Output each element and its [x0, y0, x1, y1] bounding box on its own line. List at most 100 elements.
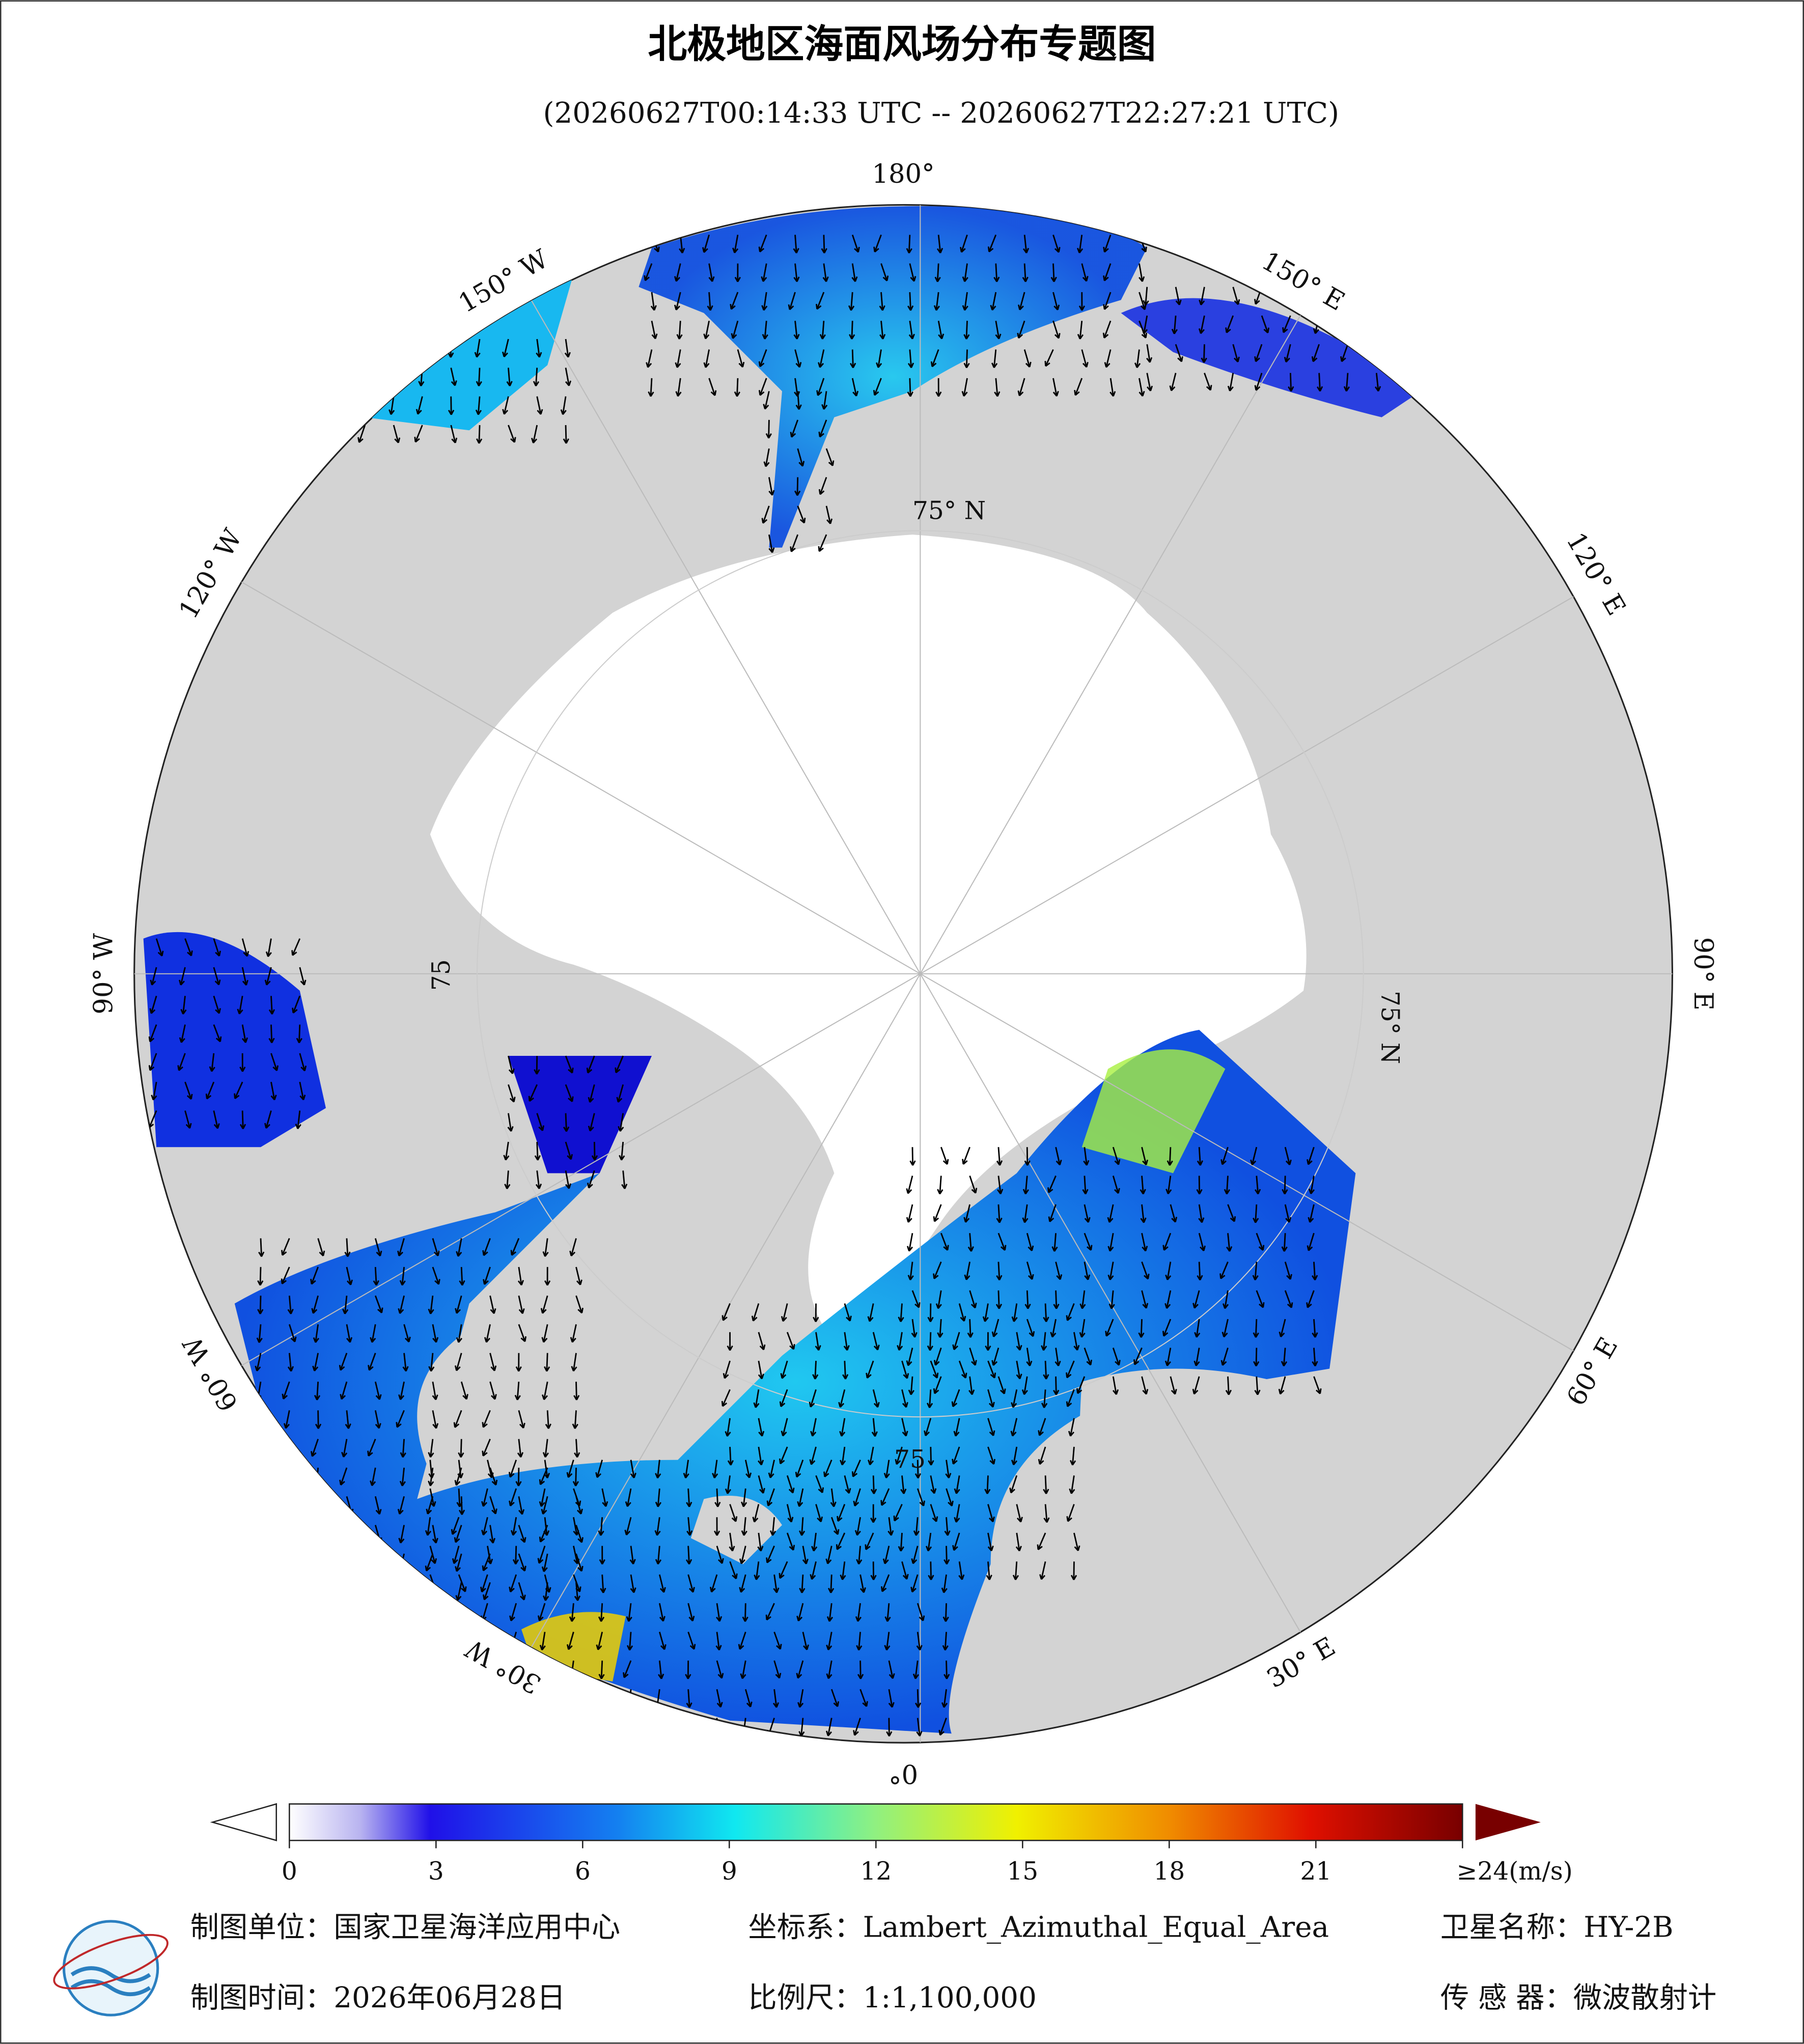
wind-arrow: [541, 1381, 548, 1401]
wind-arrow: [655, 1460, 661, 1479]
wind-arrow: [455, 1295, 462, 1314]
wind-arrow: [951, 1389, 960, 1408]
wind-arrow: [884, 1632, 891, 1650]
wind-arrow: [393, 425, 401, 443]
wind-arrow: [1016, 1332, 1022, 1351]
wind-arrow: [958, 1360, 967, 1379]
wind-arrow: [916, 1718, 923, 1737]
wind-arrow: [954, 1504, 960, 1523]
wind-arrow: [268, 1024, 275, 1044]
wind-arrow: [288, 1324, 297, 1342]
wind-arrow: [1054, 1348, 1061, 1366]
wind-arrow: [938, 1718, 947, 1736]
wind-arrow: [451, 1517, 460, 1535]
wind-arrow: [1017, 378, 1025, 397]
wind-arrow: [1103, 263, 1112, 282]
wind-arrow: [1199, 287, 1205, 305]
wind-arrow: [930, 1504, 938, 1522]
wind-arrow: [586, 1055, 595, 1074]
wind-arrow: [821, 235, 827, 254]
lon-label: 90° E: [1688, 937, 1718, 1011]
wind-arrow: [758, 378, 767, 396]
wind-arrow: [715, 1632, 722, 1650]
wind-arrow: [658, 1574, 666, 1593]
wind-arrow: [205, 1081, 215, 1100]
wind-arrow: [772, 1689, 780, 1708]
wind-arrow: [399, 1267, 406, 1286]
wind-arrow: [940, 1233, 949, 1251]
wind-arrow: [398, 1295, 405, 1314]
footer-sensor: 传 感 器：微波散射计: [1440, 1981, 1716, 2014]
wind-arrow: [943, 1660, 950, 1679]
wind-arrow: [180, 996, 187, 1015]
wind-arrow: [1015, 1532, 1022, 1552]
wind-arrow: [1256, 1290, 1265, 1308]
wind-arrow: [1284, 344, 1291, 363]
wind-arrow: [1282, 315, 1291, 333]
wind-arrow: [786, 1475, 795, 1494]
wind-arrow: [686, 1689, 692, 1708]
wind-arrow: [565, 1141, 573, 1160]
wind-arrow: [1343, 373, 1350, 392]
wind-arrow: [179, 967, 186, 986]
wind-arrow: [958, 1561, 965, 1580]
wind-arrow: [1143, 287, 1149, 306]
wind-arrow: [859, 1574, 866, 1593]
wind-arrow: [991, 349, 998, 369]
wind-arrow: [826, 1660, 832, 1679]
wind-arrow: [1175, 344, 1183, 362]
wind-arrow: [1017, 320, 1025, 339]
wind-arrow: [924, 1418, 932, 1437]
wind-arrow: [540, 1295, 548, 1314]
wind-arrow: [453, 1410, 462, 1428]
wind-arrow: [1254, 373, 1263, 391]
wind-arrow: [658, 1603, 665, 1622]
wind-arrow: [685, 1546, 692, 1565]
wind-arrow: [825, 1546, 832, 1564]
wind-arrow: [482, 1439, 491, 1457]
wind-arrow: [148, 1053, 157, 1071]
wind-arrow: [257, 1582, 264, 1601]
wind-arrow: [450, 368, 457, 386]
wind-arrow: [1227, 1204, 1236, 1222]
wind-arrow: [344, 1238, 351, 1257]
wind-arrow: [1039, 1561, 1046, 1580]
wind-arrow: [725, 1475, 732, 1494]
wind-arrow: [1104, 349, 1112, 368]
wind-arrow: [1374, 287, 1381, 306]
wind-arrow: [990, 292, 997, 311]
wind-arrow: [987, 1360, 996, 1379]
wind-arrow: [935, 1290, 942, 1309]
wind-arrow: [544, 1353, 550, 1372]
wind-arrow: [1074, 378, 1083, 396]
wind-arrow: [987, 1504, 995, 1523]
meridian: [134, 517, 921, 974]
wind-arrow: [1198, 315, 1205, 334]
wind-arrow: [342, 1295, 349, 1314]
wind-arrow: [837, 1504, 846, 1522]
wind-arrow: [674, 263, 681, 282]
wind-arrow: [507, 1113, 514, 1132]
wind-arrow: [1024, 1147, 1031, 1166]
wind-arrow: [1066, 1504, 1075, 1522]
wind-arrow: [425, 1517, 432, 1536]
wind-arrow: [1079, 1319, 1086, 1338]
wind-arrow: [741, 1488, 747, 1507]
wind-arrow: [630, 1574, 636, 1593]
wind-arrow: [356, 367, 366, 385]
wind-arrow: [952, 1532, 960, 1551]
wind-arrow: [1112, 1175, 1120, 1194]
wind-arrow: [268, 996, 275, 1015]
wind-arrow: [502, 396, 509, 415]
wind-arrow: [901, 1561, 909, 1580]
wind-arrow: [1022, 1175, 1029, 1195]
wind-arrow: [481, 1517, 488, 1536]
wind-arrow: [795, 1460, 804, 1478]
wind-arrow: [619, 1141, 625, 1161]
wind-arrow: [510, 1238, 520, 1256]
wind-arrow: [941, 1574, 948, 1593]
wind-arrow: [1112, 1376, 1119, 1395]
wind-arrow: [674, 292, 681, 311]
wind-arrow: [270, 1081, 277, 1101]
wind-arrow: [836, 1532, 846, 1550]
